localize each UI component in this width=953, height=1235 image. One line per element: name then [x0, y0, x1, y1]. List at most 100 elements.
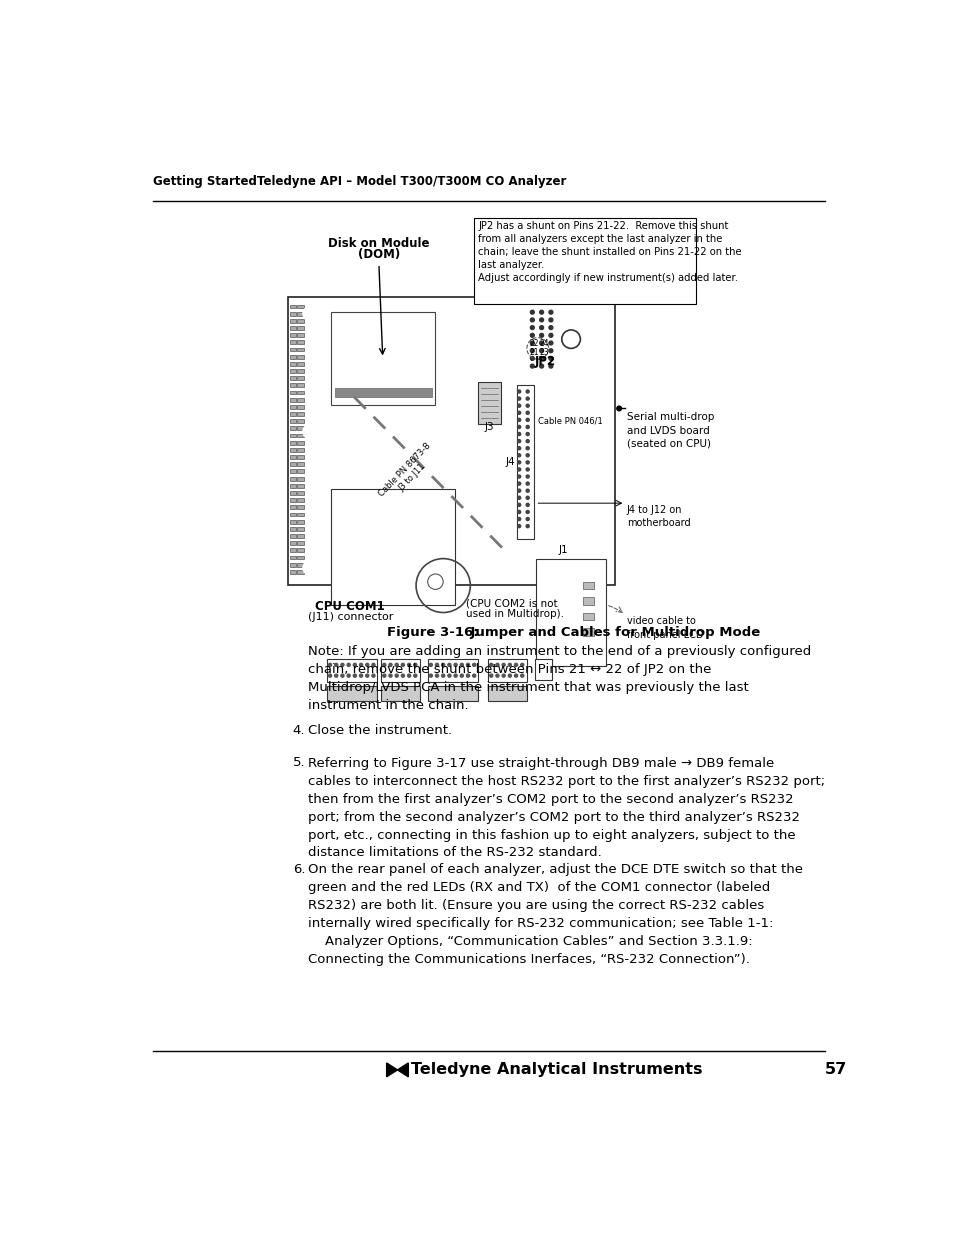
Bar: [290, 477, 295, 480]
Circle shape: [508, 663, 511, 667]
Circle shape: [517, 411, 520, 414]
Bar: [297, 354, 303, 358]
Bar: [290, 341, 295, 345]
Circle shape: [517, 453, 520, 457]
Bar: [297, 462, 303, 466]
Bar: [290, 462, 295, 466]
Circle shape: [517, 482, 520, 485]
Circle shape: [539, 364, 543, 368]
Circle shape: [359, 674, 362, 677]
Bar: [297, 319, 303, 322]
Circle shape: [539, 333, 543, 337]
Circle shape: [303, 561, 316, 574]
Bar: [290, 333, 295, 337]
Bar: [290, 498, 295, 503]
Circle shape: [347, 674, 350, 677]
Text: used in Multidrop).: used in Multidrop).: [466, 609, 564, 619]
Bar: [582, 597, 594, 605]
Text: Cable PN 8673-8
J3 to J11: Cable PN 8673-8 J3 to J11: [376, 442, 439, 506]
Circle shape: [517, 475, 520, 478]
Circle shape: [459, 674, 463, 677]
Bar: [290, 426, 295, 430]
Text: J1: J1: [558, 545, 568, 555]
Bar: [297, 426, 303, 430]
Text: JP2: JP2: [535, 354, 556, 368]
Bar: [290, 492, 295, 495]
Bar: [297, 527, 303, 531]
Bar: [290, 347, 295, 352]
Circle shape: [525, 504, 529, 506]
Text: Figure 3-16:: Figure 3-16:: [386, 626, 477, 638]
Circle shape: [382, 674, 385, 677]
Circle shape: [539, 341, 543, 345]
Circle shape: [530, 357, 534, 361]
Bar: [297, 505, 303, 509]
Circle shape: [414, 663, 416, 667]
Circle shape: [539, 317, 543, 322]
Circle shape: [525, 453, 529, 457]
Circle shape: [548, 317, 553, 322]
Bar: [297, 484, 303, 488]
Bar: [477, 382, 500, 424]
Bar: [297, 441, 303, 445]
Bar: [290, 448, 295, 452]
Circle shape: [548, 310, 553, 314]
Bar: [297, 311, 303, 315]
Circle shape: [347, 663, 350, 667]
Bar: [290, 398, 295, 401]
Bar: [297, 534, 303, 538]
Circle shape: [501, 663, 505, 667]
Circle shape: [303, 306, 316, 321]
Bar: [290, 484, 295, 488]
Bar: [297, 377, 303, 380]
Bar: [297, 433, 303, 437]
Circle shape: [525, 411, 529, 414]
Circle shape: [548, 348, 553, 353]
Circle shape: [454, 674, 456, 677]
Bar: [290, 433, 295, 437]
Circle shape: [508, 674, 511, 677]
Circle shape: [435, 663, 438, 667]
Circle shape: [548, 357, 553, 361]
Bar: [488, 685, 526, 701]
Text: J4: J4: [505, 457, 515, 467]
Text: J3: J3: [484, 421, 494, 431]
Circle shape: [429, 674, 432, 677]
Circle shape: [517, 419, 520, 421]
Bar: [297, 405, 303, 409]
Text: 4.: 4.: [293, 724, 305, 737]
Circle shape: [525, 496, 529, 499]
Circle shape: [472, 674, 476, 677]
Text: (J11) connector: (J11) connector: [307, 611, 393, 621]
Circle shape: [372, 663, 375, 667]
Circle shape: [525, 404, 529, 408]
Circle shape: [548, 341, 553, 345]
Circle shape: [530, 326, 534, 330]
Bar: [297, 369, 303, 373]
Circle shape: [517, 461, 520, 464]
Circle shape: [401, 663, 404, 667]
Bar: [381, 685, 419, 701]
Circle shape: [525, 475, 529, 478]
Text: On the rear panel of each analyzer, adjust the DCE DTE switch so that the
green : On the rear panel of each analyzer, adju…: [308, 863, 802, 966]
Text: Teledyne Analytical Instruments: Teledyne Analytical Instruments: [410, 1062, 701, 1077]
Bar: [474, 217, 695, 304]
Bar: [488, 658, 526, 682]
Bar: [381, 658, 419, 682]
Bar: [331, 312, 435, 405]
Text: 21: 21: [530, 348, 539, 357]
Circle shape: [525, 468, 529, 471]
Text: 6.: 6.: [293, 863, 305, 876]
Circle shape: [517, 447, 520, 450]
Circle shape: [447, 674, 451, 677]
Bar: [297, 456, 303, 459]
Bar: [297, 498, 303, 503]
Circle shape: [353, 674, 356, 677]
Bar: [536, 558, 605, 667]
Text: JP2 has a shunt on Pins 21-22.  Remove this shunt
from all analyzers except the : JP2 has a shunt on Pins 21-22. Remove th…: [477, 221, 740, 283]
Circle shape: [517, 440, 520, 442]
Circle shape: [548, 326, 553, 330]
Circle shape: [407, 663, 410, 667]
Circle shape: [525, 461, 529, 464]
Circle shape: [395, 674, 397, 677]
